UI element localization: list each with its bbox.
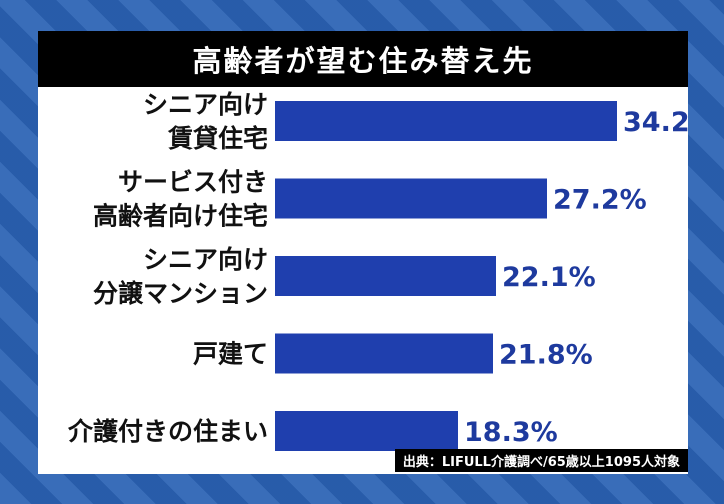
category-label-0-1: 賃貸住宅 [167, 124, 268, 153]
value-label-4: 18.3% [464, 417, 558, 448]
bar-0 [275, 101, 617, 141]
category-label-2-0: シニア向け [143, 245, 268, 274]
chart-panel: 34.2%シニア向け賃貸住宅27.2%サービス付き高齢者向け住宅22.1%シニア… [38, 87, 688, 474]
value-label-2: 22.1% [502, 262, 596, 293]
category-label-4-0: 介護付きの住まい [67, 417, 268, 446]
category-label-3-0: 戸建て [193, 340, 268, 369]
category-label-2-1: 分譲マンション [93, 279, 268, 308]
value-label-3: 21.8% [499, 340, 593, 371]
source-note: 出典：LIFULL介護調べ/65歳以上1095人対象 [394, 449, 688, 472]
category-label-1-0: サービス付き [118, 168, 268, 197]
bar-3 [275, 333, 493, 374]
value-label-1: 27.2% [553, 185, 647, 216]
category-label-0-0: シニア向け [143, 90, 268, 119]
category-label-1-1: 高齢者向け住宅 [93, 202, 268, 231]
bar-4 [275, 411, 458, 451]
bar-2 [275, 256, 496, 296]
bar-chart: 34.2%シニア向け賃貸住宅27.2%サービス付き高齢者向け住宅22.1%シニア… [67, 90, 688, 451]
bar-1 [275, 178, 547, 219]
chart-title: 高齢者が望む住み替え先 [38, 31, 688, 87]
value-label-0: 34.2% [623, 107, 688, 138]
